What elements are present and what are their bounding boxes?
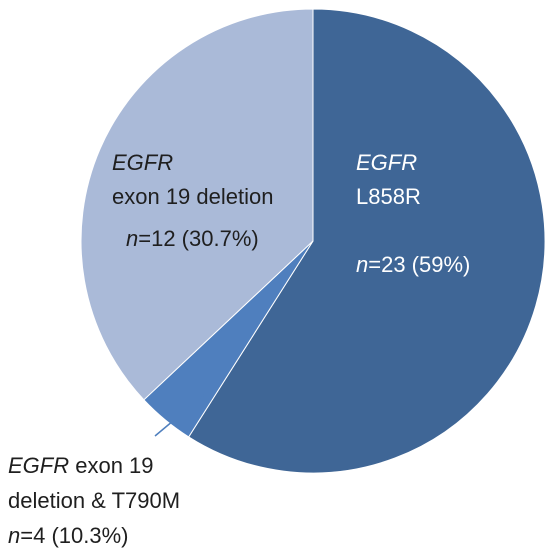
leader-line xyxy=(154,394,205,437)
label-exon19-gene: EGFR xyxy=(112,150,174,175)
label-l858r-n: n xyxy=(356,252,369,277)
slice-exon19-deletion xyxy=(80,8,314,401)
slice-l858r xyxy=(187,8,546,474)
label-t790m-count-value: =4 (10.3%) xyxy=(20,523,129,548)
label-exon19-deletion: EGFR exon 19 deletion n=12 (30.7%) xyxy=(112,146,273,256)
label-t790m-mutation-line2: deletion & T790M xyxy=(8,488,181,513)
label-exon19-n: n xyxy=(126,226,139,251)
label-t790m-gene: EGFR xyxy=(8,453,70,478)
label-t790m-n: n xyxy=(8,523,21,548)
label-l858r-count-value: =23 (59%) xyxy=(368,252,471,277)
label-t790m-mutation: exon 19 xyxy=(69,453,154,478)
label-l858r-count: n=23 (59%) xyxy=(356,248,470,282)
label-exon19-count-value: =12 (30.7%) xyxy=(138,226,259,251)
pie-slices xyxy=(80,8,546,474)
label-l858r: EGFR L858R n=23 (59%) xyxy=(356,146,470,282)
label-exon19-mutation: exon 19 deletion xyxy=(112,184,274,209)
label-exon19-count: n=12 (30.7%) xyxy=(126,222,273,256)
label-exon19-t790m: EGFR exon 19 deletion & T790M n=4 (10.3%… xyxy=(8,448,180,553)
label-l858r-mutation: L858R xyxy=(356,184,421,209)
label-l858r-gene: EGFR xyxy=(356,150,418,175)
